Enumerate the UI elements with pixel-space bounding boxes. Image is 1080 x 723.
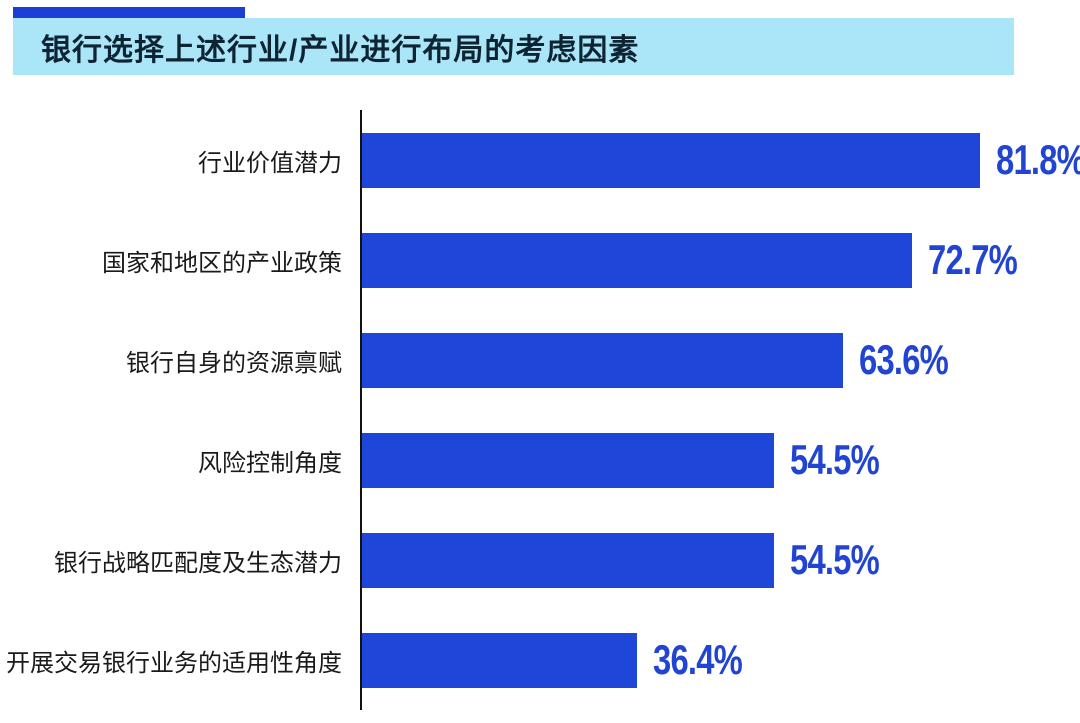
chart-row: 开展交易银行业务的适用性角度 36.4% (0, 610, 1080, 710)
bar-track: 54.5% (360, 410, 1080, 510)
value-label: 63.6% (858, 336, 949, 383)
chart-row: 银行自身的资源禀赋 63.6% (0, 310, 1080, 410)
value-label: 54.5% (790, 536, 880, 583)
bar (362, 432, 775, 488)
value-label: 36.4% (653, 636, 743, 683)
category-label: 银行自身的资源禀赋 (126, 349, 342, 377)
value-label: 81.8% (996, 136, 1080, 183)
bar-chart: 行业价值潜力 81.8% 国家和地区的产业政策 72.7% 银行自身的资源禀赋 … (0, 110, 1080, 710)
category-label: 开展交易银行业务的适用性角度 (6, 649, 342, 677)
bar-track: 54.5% (360, 510, 1080, 610)
value-label: 54.5% (790, 436, 880, 483)
header-accent-bar (13, 7, 245, 18)
bar (362, 232, 912, 288)
bar (362, 632, 638, 688)
category-label: 行业价值潜力 (198, 149, 342, 177)
bar-track: 72.7% (360, 210, 1080, 310)
bar-track: 63.6% (360, 310, 1080, 410)
chart-row: 行业价值潜力 81.8% (0, 110, 1080, 210)
category-label: 国家和地区的产业政策 (102, 249, 342, 277)
category-label: 银行战略匹配度及生态潜力 (54, 549, 342, 577)
bar-track: 36.4% (360, 610, 1080, 710)
chart-row: 银行战略匹配度及生态潜力 54.5% (0, 510, 1080, 610)
category-label: 风险控制角度 (198, 449, 342, 477)
chart-header: 银行选择上述行业/产业进行布局的考虑因素 (13, 18, 1014, 75)
bar (362, 332, 843, 388)
chart-row: 风险控制角度 54.5% (0, 410, 1080, 510)
bar (362, 132, 981, 188)
chart-row: 国家和地区的产业政策 72.7% (0, 210, 1080, 310)
page-title: 银行选择上述行业/产业进行布局的考虑因素 (41, 33, 640, 67)
bar-track: 81.8% (360, 110, 1080, 210)
bar (362, 532, 775, 588)
value-label: 72.7% (927, 236, 1018, 283)
